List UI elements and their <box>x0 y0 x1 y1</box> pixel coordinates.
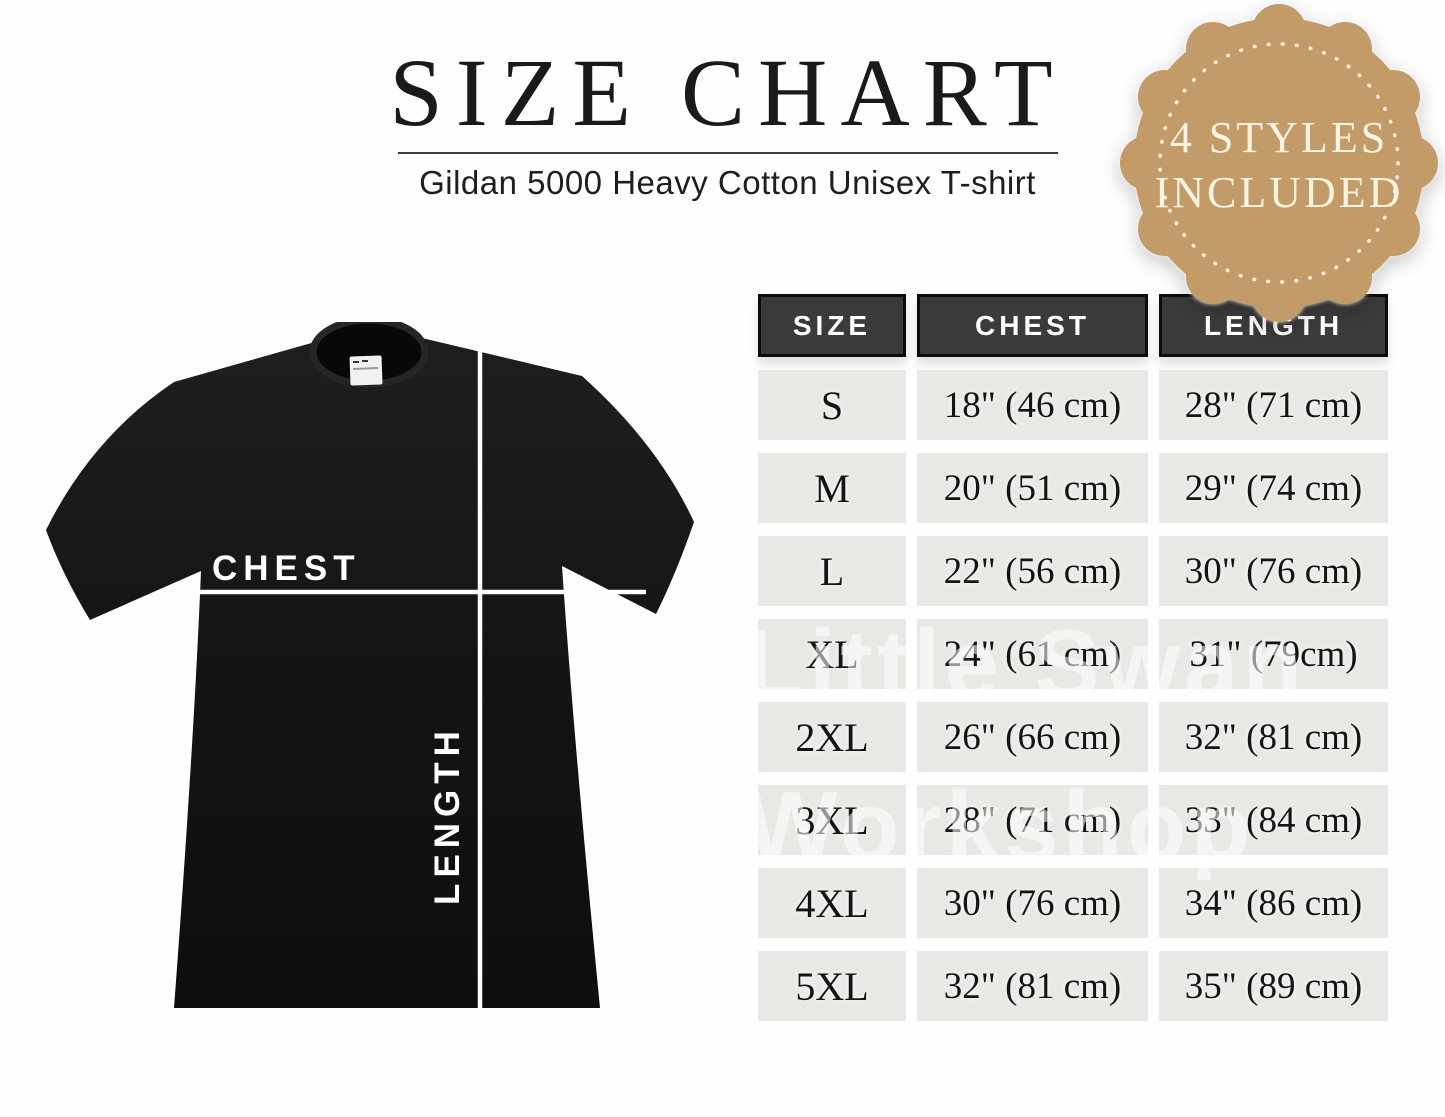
cell-value: M <box>814 465 850 511</box>
table-cell-length: 35" (89 cm) <box>1159 951 1388 1021</box>
page-subtitle: Gildan 5000 Heavy Cotton Unisex T-shirt <box>419 163 1036 201</box>
table-cell-chest: 22" (56 cm) <box>917 536 1148 606</box>
table-cell-length: 31" (79cm) <box>1159 619 1388 689</box>
cell-value: 20" (51 cm) <box>943 467 1122 509</box>
cell-value: 26" (66 cm) <box>943 716 1122 758</box>
table-cell-chest: 24" (61 cm) <box>917 619 1148 689</box>
table-cell-size: 2XL <box>758 702 906 772</box>
table-cell-chest: 32" (81 cm) <box>917 951 1148 1021</box>
cell-value: 18" (46 cm) <box>943 384 1122 426</box>
table-cell-size: M <box>758 453 906 523</box>
badge-dotted-ring <box>1158 42 1400 284</box>
badge-seal-icon: 4 STYLES INCLUDED <box>1120 4 1438 322</box>
cell-value: 31" (79cm) <box>1189 633 1358 675</box>
table-cell-chest: 26" (66 cm) <box>917 702 1148 772</box>
cell-value: 2XL <box>795 714 869 760</box>
cell-value: 34" (86 cm) <box>1184 882 1363 924</box>
table-cell-length: 28" (71 cm) <box>1159 370 1388 440</box>
header: SIZE CHART Gildan 5000 Heavy Cotton Unis… <box>365 40 1090 202</box>
cell-value: 28" (71 cm) <box>943 799 1122 841</box>
styles-included-badge: 4 STYLES INCLUDED <box>1120 4 1438 322</box>
table-cell-size: L <box>758 536 906 606</box>
title-divider <box>397 151 1058 154</box>
badge-text-line2: INCLUDED <box>1155 168 1404 217</box>
badge-text-line1: 4 STYLES <box>1170 113 1388 162</box>
tshirt-silhouette-icon <box>46 329 694 1008</box>
cell-value: XL <box>805 631 859 677</box>
chest-label: CHEST <box>212 549 361 588</box>
neck-tag-icon <box>349 355 383 386</box>
cell-value: 32" (81 cm) <box>943 965 1122 1007</box>
table-cell-chest: 28" (71 cm) <box>917 785 1148 855</box>
cell-value: 5XL <box>795 963 869 1009</box>
cell-value: S <box>820 382 844 428</box>
column-header-size: SIZE <box>758 294 906 357</box>
table-cell-size: 3XL <box>758 785 906 855</box>
table-cell-length: 33" (84 cm) <box>1159 785 1388 855</box>
size-table: SIZE CHEST LENGTH S 18" (46 cm) 28" (71 … <box>758 294 1388 1021</box>
cell-value: 29" (74 cm) <box>1184 467 1363 509</box>
page-title: SIZE CHART <box>389 39 1066 146</box>
table-cell-length: 34" (86 cm) <box>1159 868 1388 938</box>
table-cell-size: XL <box>758 619 906 689</box>
table-cell-size: 5XL <box>758 951 906 1021</box>
cell-value: 22" (56 cm) <box>943 550 1122 592</box>
column-header-chest: CHEST <box>917 294 1148 357</box>
tshirt-figure: CHEST LENGTH <box>22 322 712 1028</box>
cell-value: 32" (81 cm) <box>1184 716 1363 758</box>
table-cell-chest: 30" (76 cm) <box>917 868 1148 938</box>
collar-icon <box>313 322 425 384</box>
table-cell-chest: 20" (51 cm) <box>917 453 1148 523</box>
table-cell-chest: 18" (46 cm) <box>917 370 1148 440</box>
cell-value: L <box>819 548 845 594</box>
cell-value: 24" (61 cm) <box>943 633 1122 675</box>
table-cell-length: 30" (76 cm) <box>1159 536 1388 606</box>
length-label: LENGTH <box>428 725 467 905</box>
cell-value: 35" (89 cm) <box>1184 965 1363 1007</box>
table-cell-length: 32" (81 cm) <box>1159 702 1388 772</box>
cell-value: 4XL <box>795 880 869 926</box>
cell-value: 30" (76 cm) <box>943 882 1122 924</box>
table-cell-size: S <box>758 370 906 440</box>
cell-value: 33" (84 cm) <box>1184 799 1363 841</box>
cell-value: 30" (76 cm) <box>1184 550 1363 592</box>
table-cell-size: 4XL <box>758 868 906 938</box>
cell-value: 3XL <box>795 797 869 843</box>
cell-value: 28" (71 cm) <box>1184 384 1363 426</box>
table-cell-length: 29" (74 cm) <box>1159 453 1388 523</box>
